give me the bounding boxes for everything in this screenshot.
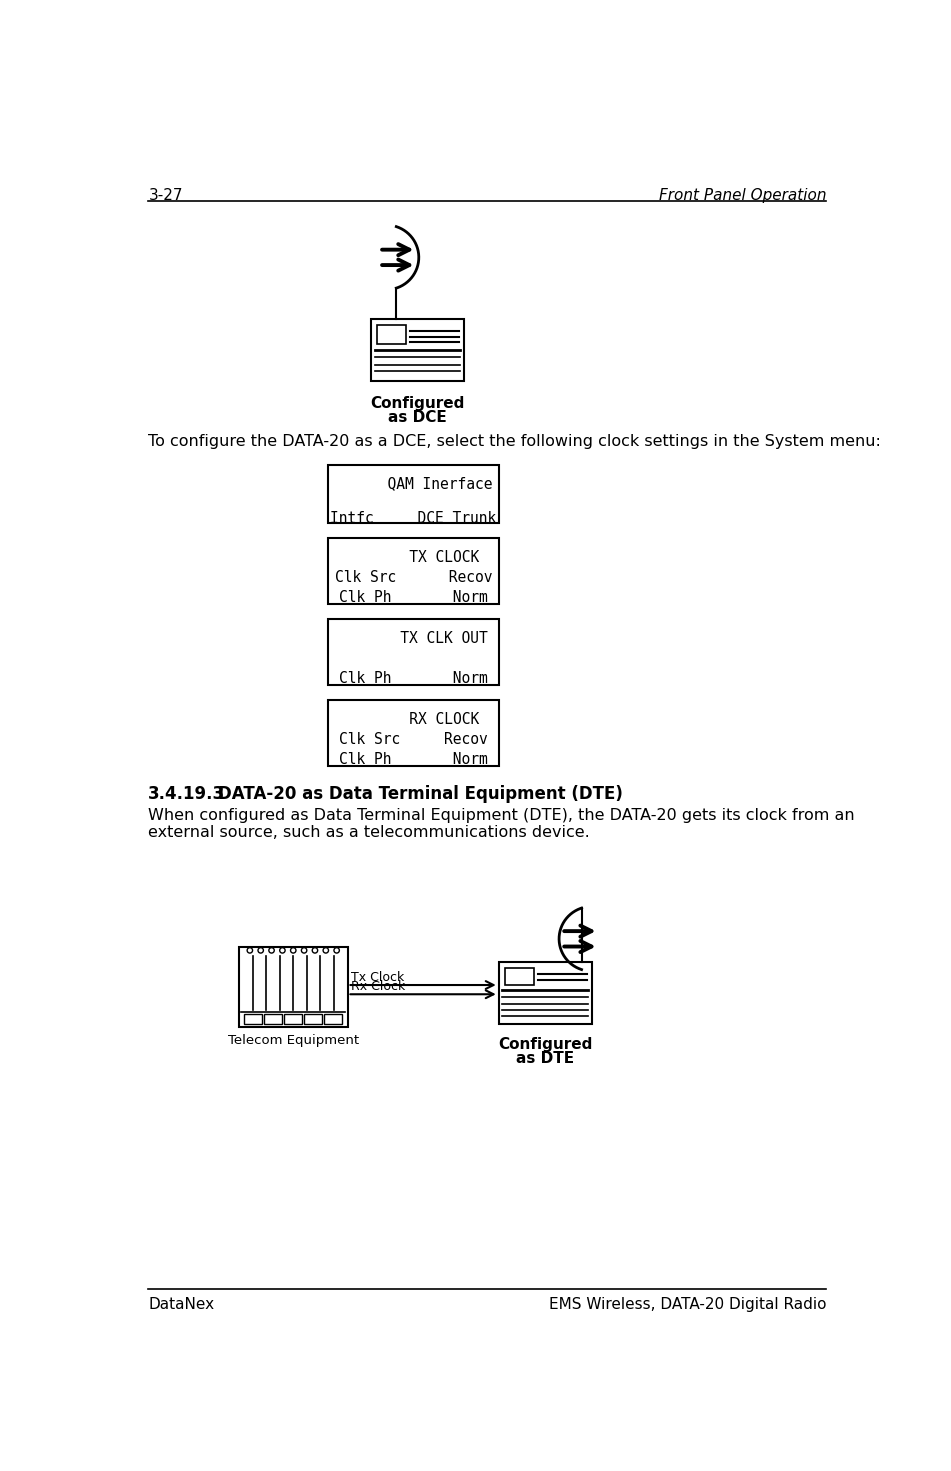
Text: DataNex: DataNex [148,1297,214,1312]
Text: TX CLK OUT: TX CLK OUT [339,631,488,646]
FancyBboxPatch shape [371,319,464,381]
FancyBboxPatch shape [264,1015,282,1024]
FancyBboxPatch shape [284,1015,302,1024]
Text: Intfc     DCE Trunk: Intfc DCE Trunk [330,510,496,525]
Text: Clk Src     Recov: Clk Src Recov [339,733,488,747]
Text: Clk Ph       Norm: Clk Ph Norm [339,752,488,766]
FancyBboxPatch shape [244,1015,262,1024]
Text: RX CLOCK: RX CLOCK [348,712,479,727]
Text: Clk Ph       Norm: Clk Ph Norm [339,590,488,605]
Text: EMS Wireless, DATA-20 Digital Radio: EMS Wireless, DATA-20 Digital Radio [549,1297,826,1312]
Text: as DCE: as DCE [388,410,447,425]
Text: To configure the DATA-20 as a DCE, select the following clock settings in the Sy: To configure the DATA-20 as a DCE, selec… [148,434,882,450]
Text: Configured: Configured [498,1037,592,1052]
Text: Clk Src      Recov: Clk Src Recov [335,571,492,585]
Text: Telecom Equipment: Telecom Equipment [227,1034,359,1046]
FancyBboxPatch shape [304,1015,322,1024]
Circle shape [334,947,340,953]
Circle shape [301,947,307,953]
Text: Clk Ph       Norm: Clk Ph Norm [339,671,488,685]
Circle shape [323,947,328,953]
Circle shape [247,947,253,953]
Text: When configured as Data Terminal Equipment (DTE), the DATA-20 gets its clock fro: When configured as Data Terminal Equipme… [148,808,855,840]
Circle shape [258,947,263,953]
Text: as DTE: as DTE [516,1052,574,1066]
Text: DATA-20 as Data Terminal Equipment (DTE): DATA-20 as Data Terminal Equipment (DTE) [218,786,623,803]
Text: TX CLOCK: TX CLOCK [348,550,479,565]
Text: Tx Clock: Tx Clock [351,971,404,984]
FancyBboxPatch shape [324,1015,342,1024]
FancyBboxPatch shape [377,325,406,344]
FancyBboxPatch shape [328,700,498,765]
FancyBboxPatch shape [505,968,534,986]
Text: Front Panel Operation: Front Panel Operation [659,188,826,203]
FancyBboxPatch shape [239,946,347,1027]
Text: Rx Clock: Rx Clock [351,981,406,993]
Text: QAM Inerface: QAM Inerface [335,475,492,491]
Text: 3.4.19.3: 3.4.19.3 [148,786,225,803]
Circle shape [269,947,274,953]
Circle shape [280,947,285,953]
Circle shape [312,947,318,953]
FancyBboxPatch shape [328,619,498,684]
Circle shape [291,947,296,953]
Text: Configured: Configured [370,396,464,410]
FancyBboxPatch shape [328,465,498,524]
Text: 3-27: 3-27 [148,188,183,203]
FancyBboxPatch shape [498,962,592,1024]
FancyBboxPatch shape [328,538,498,605]
